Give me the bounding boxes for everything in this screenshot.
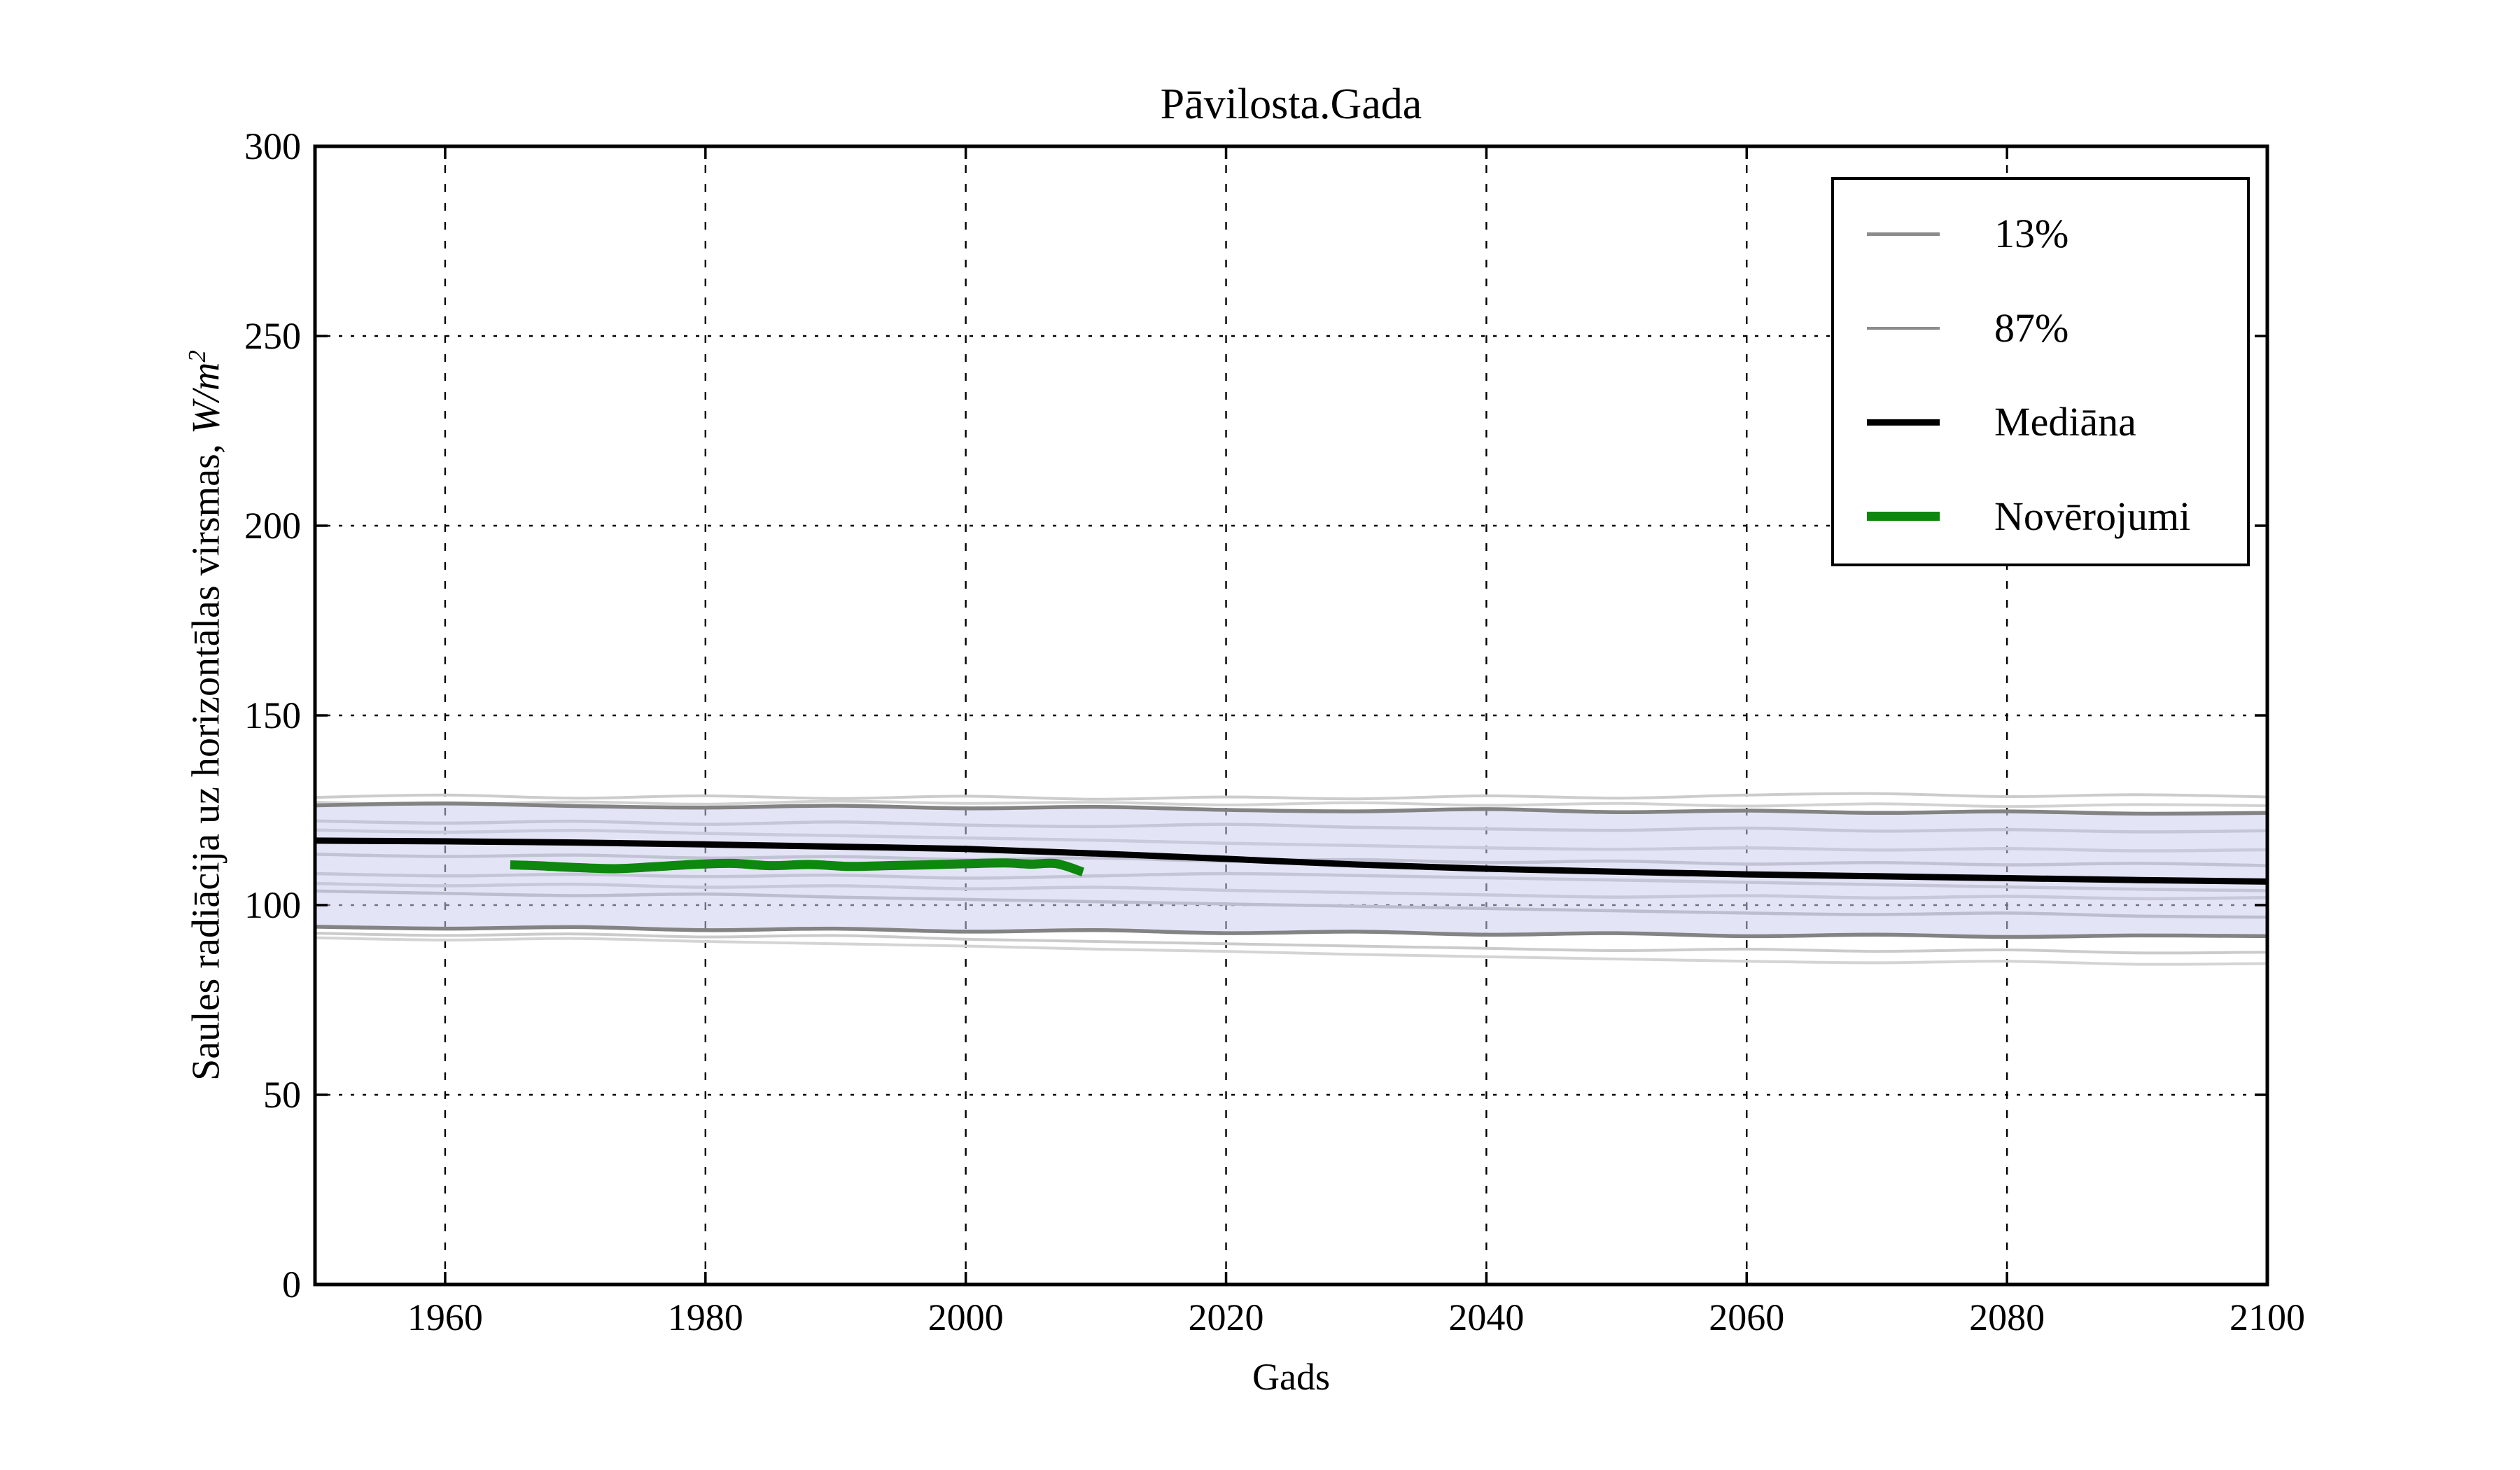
x-tick-label: 2080 bbox=[1969, 1296, 2045, 1338]
x-tick-label: 2040 bbox=[1448, 1296, 1524, 1338]
ensemble-line bbox=[314, 932, 2268, 955]
legend-label: 87% bbox=[1994, 304, 2069, 351]
x-tick-label: 2000 bbox=[928, 1296, 1004, 1338]
y-tick-label: 50 bbox=[263, 1074, 301, 1116]
x-tick-label: 2020 bbox=[1189, 1296, 1264, 1338]
median-line bbox=[314, 837, 2268, 885]
legend-line-sample bbox=[1867, 512, 1940, 522]
ensemble-line bbox=[314, 936, 2268, 966]
legend-row: Novērojumi bbox=[1834, 470, 2247, 564]
x-tick-label: 2060 bbox=[1709, 1296, 1784, 1338]
uncertainty-band bbox=[315, 803, 2267, 937]
legend-line-sample bbox=[1867, 419, 1940, 426]
y-axis-label: Saules radiācija uz horizontālas virsmas… bbox=[178, 350, 228, 1081]
x-tick-label: 1960 bbox=[407, 1296, 483, 1338]
observations-line bbox=[510, 858, 1085, 877]
y-tick-label: 0 bbox=[282, 1264, 301, 1306]
ensemble-line bbox=[314, 792, 2268, 801]
legend-row: Mediāna bbox=[1834, 375, 2247, 470]
legend-line-sample bbox=[1867, 326, 1940, 330]
legend-label: 13% bbox=[1994, 211, 2069, 257]
band-edge-line bbox=[314, 925, 2268, 939]
legend-label: Novērojumi bbox=[1994, 493, 2191, 539]
y-tick-label: 100 bbox=[244, 884, 301, 926]
legend: 13% 87% Mediāna Novērojumi bbox=[1831, 177, 2250, 566]
x-tick-label: 1980 bbox=[668, 1296, 743, 1338]
y-tick-label: 250 bbox=[244, 315, 301, 357]
y-tick-label: 200 bbox=[244, 505, 301, 547]
x-tick-label: 2100 bbox=[2230, 1296, 2305, 1338]
legend-label: Mediāna bbox=[1994, 399, 2136, 445]
legend-row: 13% bbox=[1834, 187, 2247, 281]
y-tick-label: 150 bbox=[244, 694, 301, 736]
legend-line-sample bbox=[1867, 232, 1940, 236]
x-axis-label: Gads bbox=[1252, 1356, 1330, 1398]
y-tick-label: 300 bbox=[244, 125, 301, 167]
chart-title: Pāvilosta.Gada bbox=[1160, 80, 1422, 128]
ensemble-line bbox=[314, 799, 2268, 808]
y-axis-label-text: Saules radiācija uz horizontālas virsmas… bbox=[184, 434, 228, 1081]
y-axis-unit: W/m2 bbox=[183, 350, 228, 435]
band-edge-line bbox=[314, 801, 2268, 816]
legend-row: 87% bbox=[1834, 281, 2247, 376]
